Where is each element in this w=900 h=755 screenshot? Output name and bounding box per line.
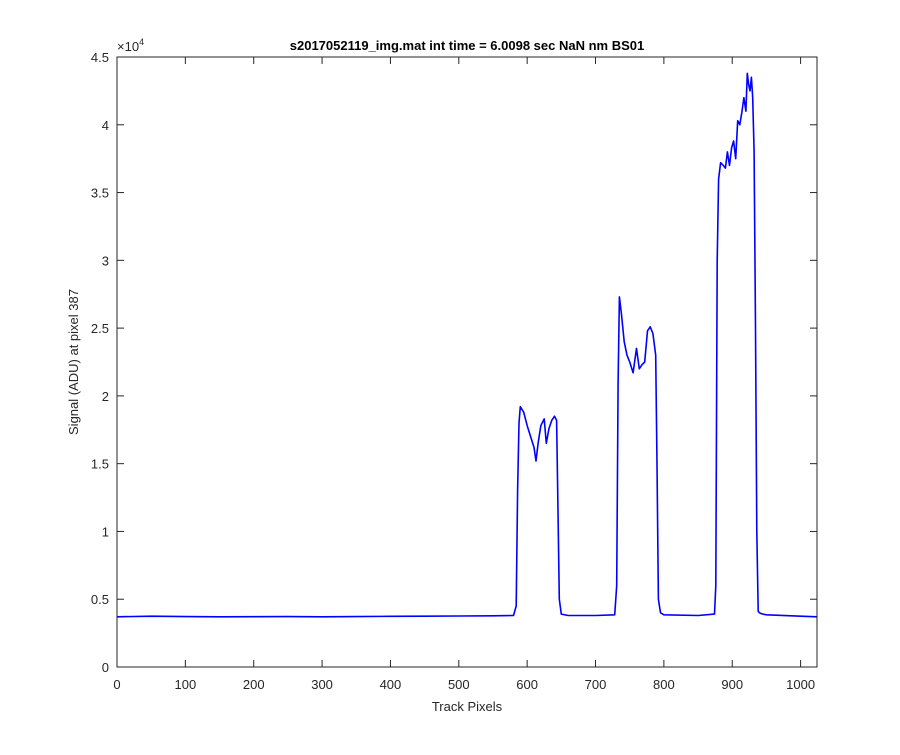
axes-box — [116, 56, 818, 668]
y-tick-label: 3.5 — [91, 186, 109, 201]
axis-ticks: 0 100 200 300 400 500 600 700 800 900 1000 0 0.5 1 1.5… — [91, 50, 817, 692]
x-tick-label: 1000 — [786, 677, 815, 692]
y-exponent-base: ×10 — [117, 39, 139, 54]
y-tick-label: 3 — [102, 253, 109, 268]
plot-area — [117, 57, 817, 667]
y-tick-label: 4 — [102, 118, 109, 133]
x-tick-label: 600 — [516, 677, 538, 692]
x-tick-label: 800 — [653, 677, 675, 692]
y-tick-label: 0 — [102, 660, 109, 675]
x-tick-label: 700 — [585, 677, 607, 692]
y-tick-label: 2.5 — [91, 321, 109, 336]
chart-title: s2017052119_img.mat int time = 6.0098 se… — [290, 38, 644, 53]
y-tick-label: 4.5 — [91, 50, 109, 65]
y-exponent-power: 4 — [139, 37, 144, 47]
y-tick-label: 2 — [102, 389, 109, 404]
x-tick-label: 900 — [721, 677, 743, 692]
y-tick-label: 1 — [102, 524, 109, 539]
series-group — [116, 72, 818, 618]
y-exponent-label: ×104 — [117, 37, 144, 54]
series-line — [116, 72, 818, 618]
x-tick-label: 200 — [243, 677, 265, 692]
x-tick-label: 300 — [311, 677, 333, 692]
x-axis-label: Track Pixels — [432, 699, 503, 714]
y-tick-label: 0.5 — [91, 592, 109, 607]
y-axis-label: Signal (ADU) at pixel 387 — [66, 289, 81, 435]
x-tick-label: 400 — [380, 677, 402, 692]
x-tick-label: 100 — [175, 677, 197, 692]
x-tick-label: 500 — [448, 677, 470, 692]
x-tick-label: 0 — [113, 677, 120, 692]
y-tick-label: 1.5 — [91, 457, 109, 472]
